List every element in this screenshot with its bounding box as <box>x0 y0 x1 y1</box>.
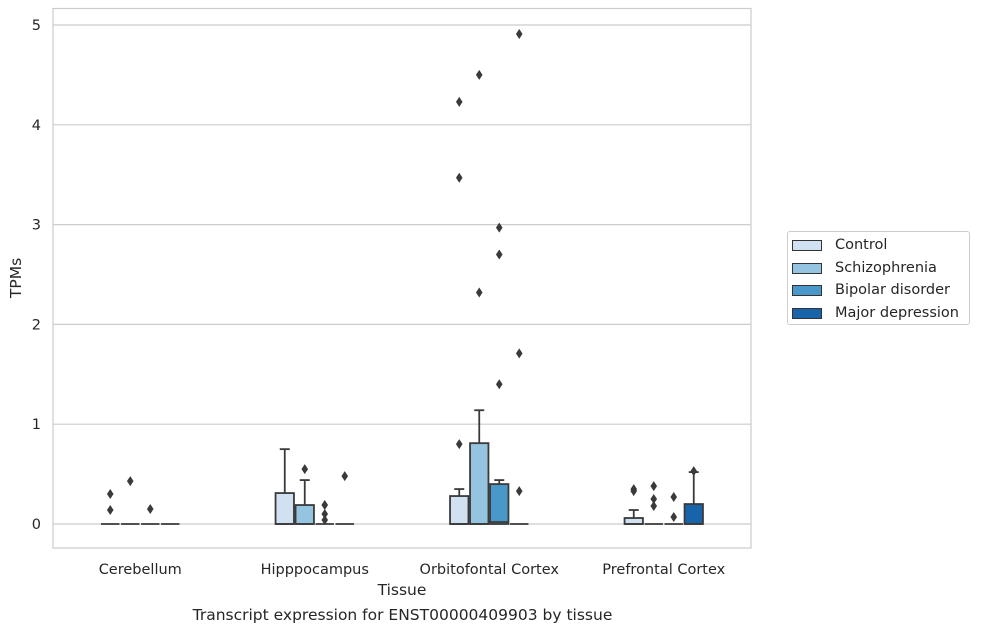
outlier-point <box>475 287 483 298</box>
outlier-point <box>650 501 658 512</box>
outlier-point <box>455 439 463 450</box>
x-tick-label: Cerebellum <box>99 562 182 578</box>
outlier-point <box>515 28 523 39</box>
y-tick-label: 4 <box>32 118 41 134</box>
legend-label: Control <box>835 237 888 253</box>
outlier-point <box>321 515 329 526</box>
legend-label: Schizophrenia <box>835 260 937 276</box>
outlier-point <box>670 512 678 523</box>
box-control <box>274 448 295 525</box>
y-axis-label: TPMs <box>7 258 25 299</box>
outlier-point <box>475 69 483 80</box>
grid-lines <box>53 24 751 525</box>
box-iqr <box>449 495 470 525</box>
outlier-point <box>650 481 658 492</box>
box-iqr <box>274 492 295 525</box>
outlier-point <box>146 504 154 515</box>
plot-frame <box>52 7 752 549</box>
y-tick-label: 3 <box>32 218 41 234</box>
box-major-depression <box>683 466 704 525</box>
box-bipolar-disorder <box>141 504 160 525</box>
figure-caption: Transcript expression for ENST0000040990… <box>192 606 613 624</box>
box-control <box>449 96 470 525</box>
box-schizophrenia <box>294 464 315 525</box>
outlier-point <box>321 500 329 511</box>
x-tick-label: Hipppocampus <box>261 562 369 578</box>
x-tick-labels: Cerebellum Hipppocampus Orbitofontal Corte… <box>99 562 726 578</box>
legend-label: Bipolar disorder <box>835 282 950 298</box>
outlier-point <box>515 486 523 497</box>
box-schizophrenia <box>469 69 490 525</box>
x-tick-label: Orbitofontal Cortex <box>420 562 560 578</box>
outlier-point <box>455 96 463 107</box>
outlier-point <box>106 489 114 500</box>
legend: Control Schizophrenia Bipolar disorder M… <box>787 231 970 325</box>
legend-swatch-bipolar-disorder <box>792 284 822 296</box>
y-tick-label: 5 <box>32 18 41 34</box>
box-major-depression <box>510 28 529 525</box>
box-groups <box>101 28 704 526</box>
outlier-point <box>670 492 678 503</box>
box-schizophrenia <box>121 476 140 525</box>
outlier-point <box>690 466 698 477</box>
legend-label: Major depression <box>835 305 959 321</box>
outlier-point <box>301 464 309 475</box>
y-tick-label: 1 <box>32 417 41 433</box>
outlier-point <box>106 505 114 516</box>
box-bipolar-disorder <box>315 500 334 526</box>
outlier-point <box>630 486 638 497</box>
legend-item-control: Control <box>792 235 887 255</box>
legend-swatch-control <box>792 239 822 251</box>
box-iqr <box>683 503 704 525</box>
legend-item-schizophrenia: Schizophrenia <box>792 258 937 278</box>
outlier-point <box>515 348 523 359</box>
box-control <box>101 489 120 525</box>
legend-swatch-schizophrenia <box>792 262 822 274</box>
legend-swatch-major-depression <box>792 307 822 319</box>
outlier-point <box>495 249 503 260</box>
y-tick-label: 0 <box>32 517 41 533</box>
outlier-point <box>495 222 503 233</box>
x-axis-label: Tissue <box>377 581 427 599</box>
x-tick-label: Prefrontal Cortex <box>602 562 725 578</box>
box-bipolar-disorder <box>489 222 510 525</box>
box-major-depression <box>335 471 354 525</box>
box-bipolar-disorder <box>664 492 683 525</box>
outlier-point <box>341 471 349 482</box>
outlier-point <box>650 494 658 505</box>
box-control <box>623 484 644 525</box>
box-schizophrenia <box>644 481 663 525</box>
box-iqr <box>489 483 510 525</box>
legend-item-major-depression: Major depression <box>792 303 959 323</box>
outlier-point <box>321 509 329 520</box>
y-tick-label: 2 <box>32 317 41 333</box>
outlier-point <box>126 476 134 487</box>
y-tick-labels: 0 1 2 3 4 5 <box>32 18 41 533</box>
box-iqr <box>294 504 315 525</box>
outlier-point <box>495 379 503 390</box>
box-iqr <box>469 442 490 525</box>
legend-item-bipolar-disorder: Bipolar disorder <box>792 280 950 300</box>
outlier-point <box>455 172 463 183</box>
